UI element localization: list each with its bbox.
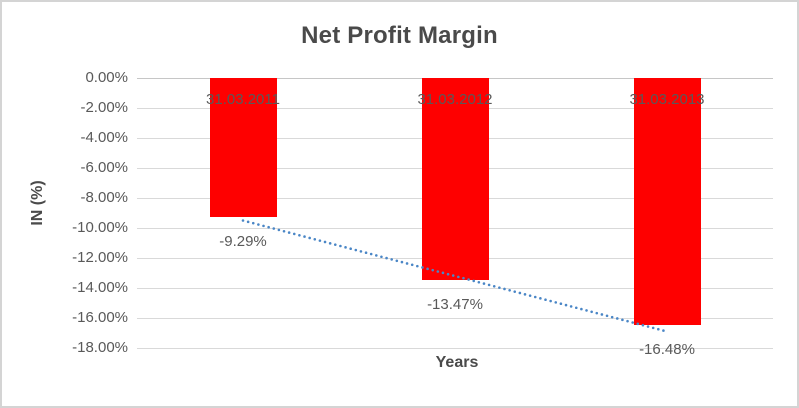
- data-label: -16.48%: [639, 341, 695, 359]
- y-axis-tick-label: -4.00%: [80, 129, 128, 146]
- trendline-path[interactable]: [241, 219, 669, 333]
- y-axis-tick-label: 0.00%: [85, 69, 128, 86]
- plot-area: 31.03.2011 -9.29% 31.03.2012 -13.47% 31.03.2…: [137, 78, 773, 358]
- gridline: [137, 348, 773, 349]
- x-axis-title: Years: [435, 354, 479, 371]
- y-axis-tick-label: -6.00%: [80, 159, 128, 176]
- y-axis-tick-label: -2.00%: [80, 99, 128, 116]
- y-axis-tick-label: -16.00%: [72, 309, 128, 326]
- data-label: -9.29%: [219, 233, 267, 251]
- bar-31.03.2012[interactable]: [421, 78, 489, 281]
- y-axis-tick-label: -18.00%: [72, 339, 128, 356]
- y-axis-tick-label: -8.00%: [80, 189, 128, 206]
- y-axis-tick-label: -14.00%: [72, 279, 128, 296]
- bar-31.03.2011[interactable]: [209, 78, 277, 218]
- data-label: -13.47%: [427, 296, 483, 314]
- category-label: 31.03.2011: [206, 91, 280, 108]
- chart-title: Net Profit Margin: [301, 22, 498, 49]
- category-label: 31.03.2012: [417, 91, 493, 108]
- gridline: [137, 288, 773, 289]
- trendline[interactable]: [137, 78, 773, 358]
- y-axis-tick-label: -12.00%: [72, 249, 128, 266]
- gridline: [137, 318, 773, 319]
- bar-31.03.2013[interactable]: [633, 78, 701, 326]
- category-label: 31.03.2013: [629, 91, 705, 108]
- y-axis-tick-label: -10.00%: [72, 219, 128, 236]
